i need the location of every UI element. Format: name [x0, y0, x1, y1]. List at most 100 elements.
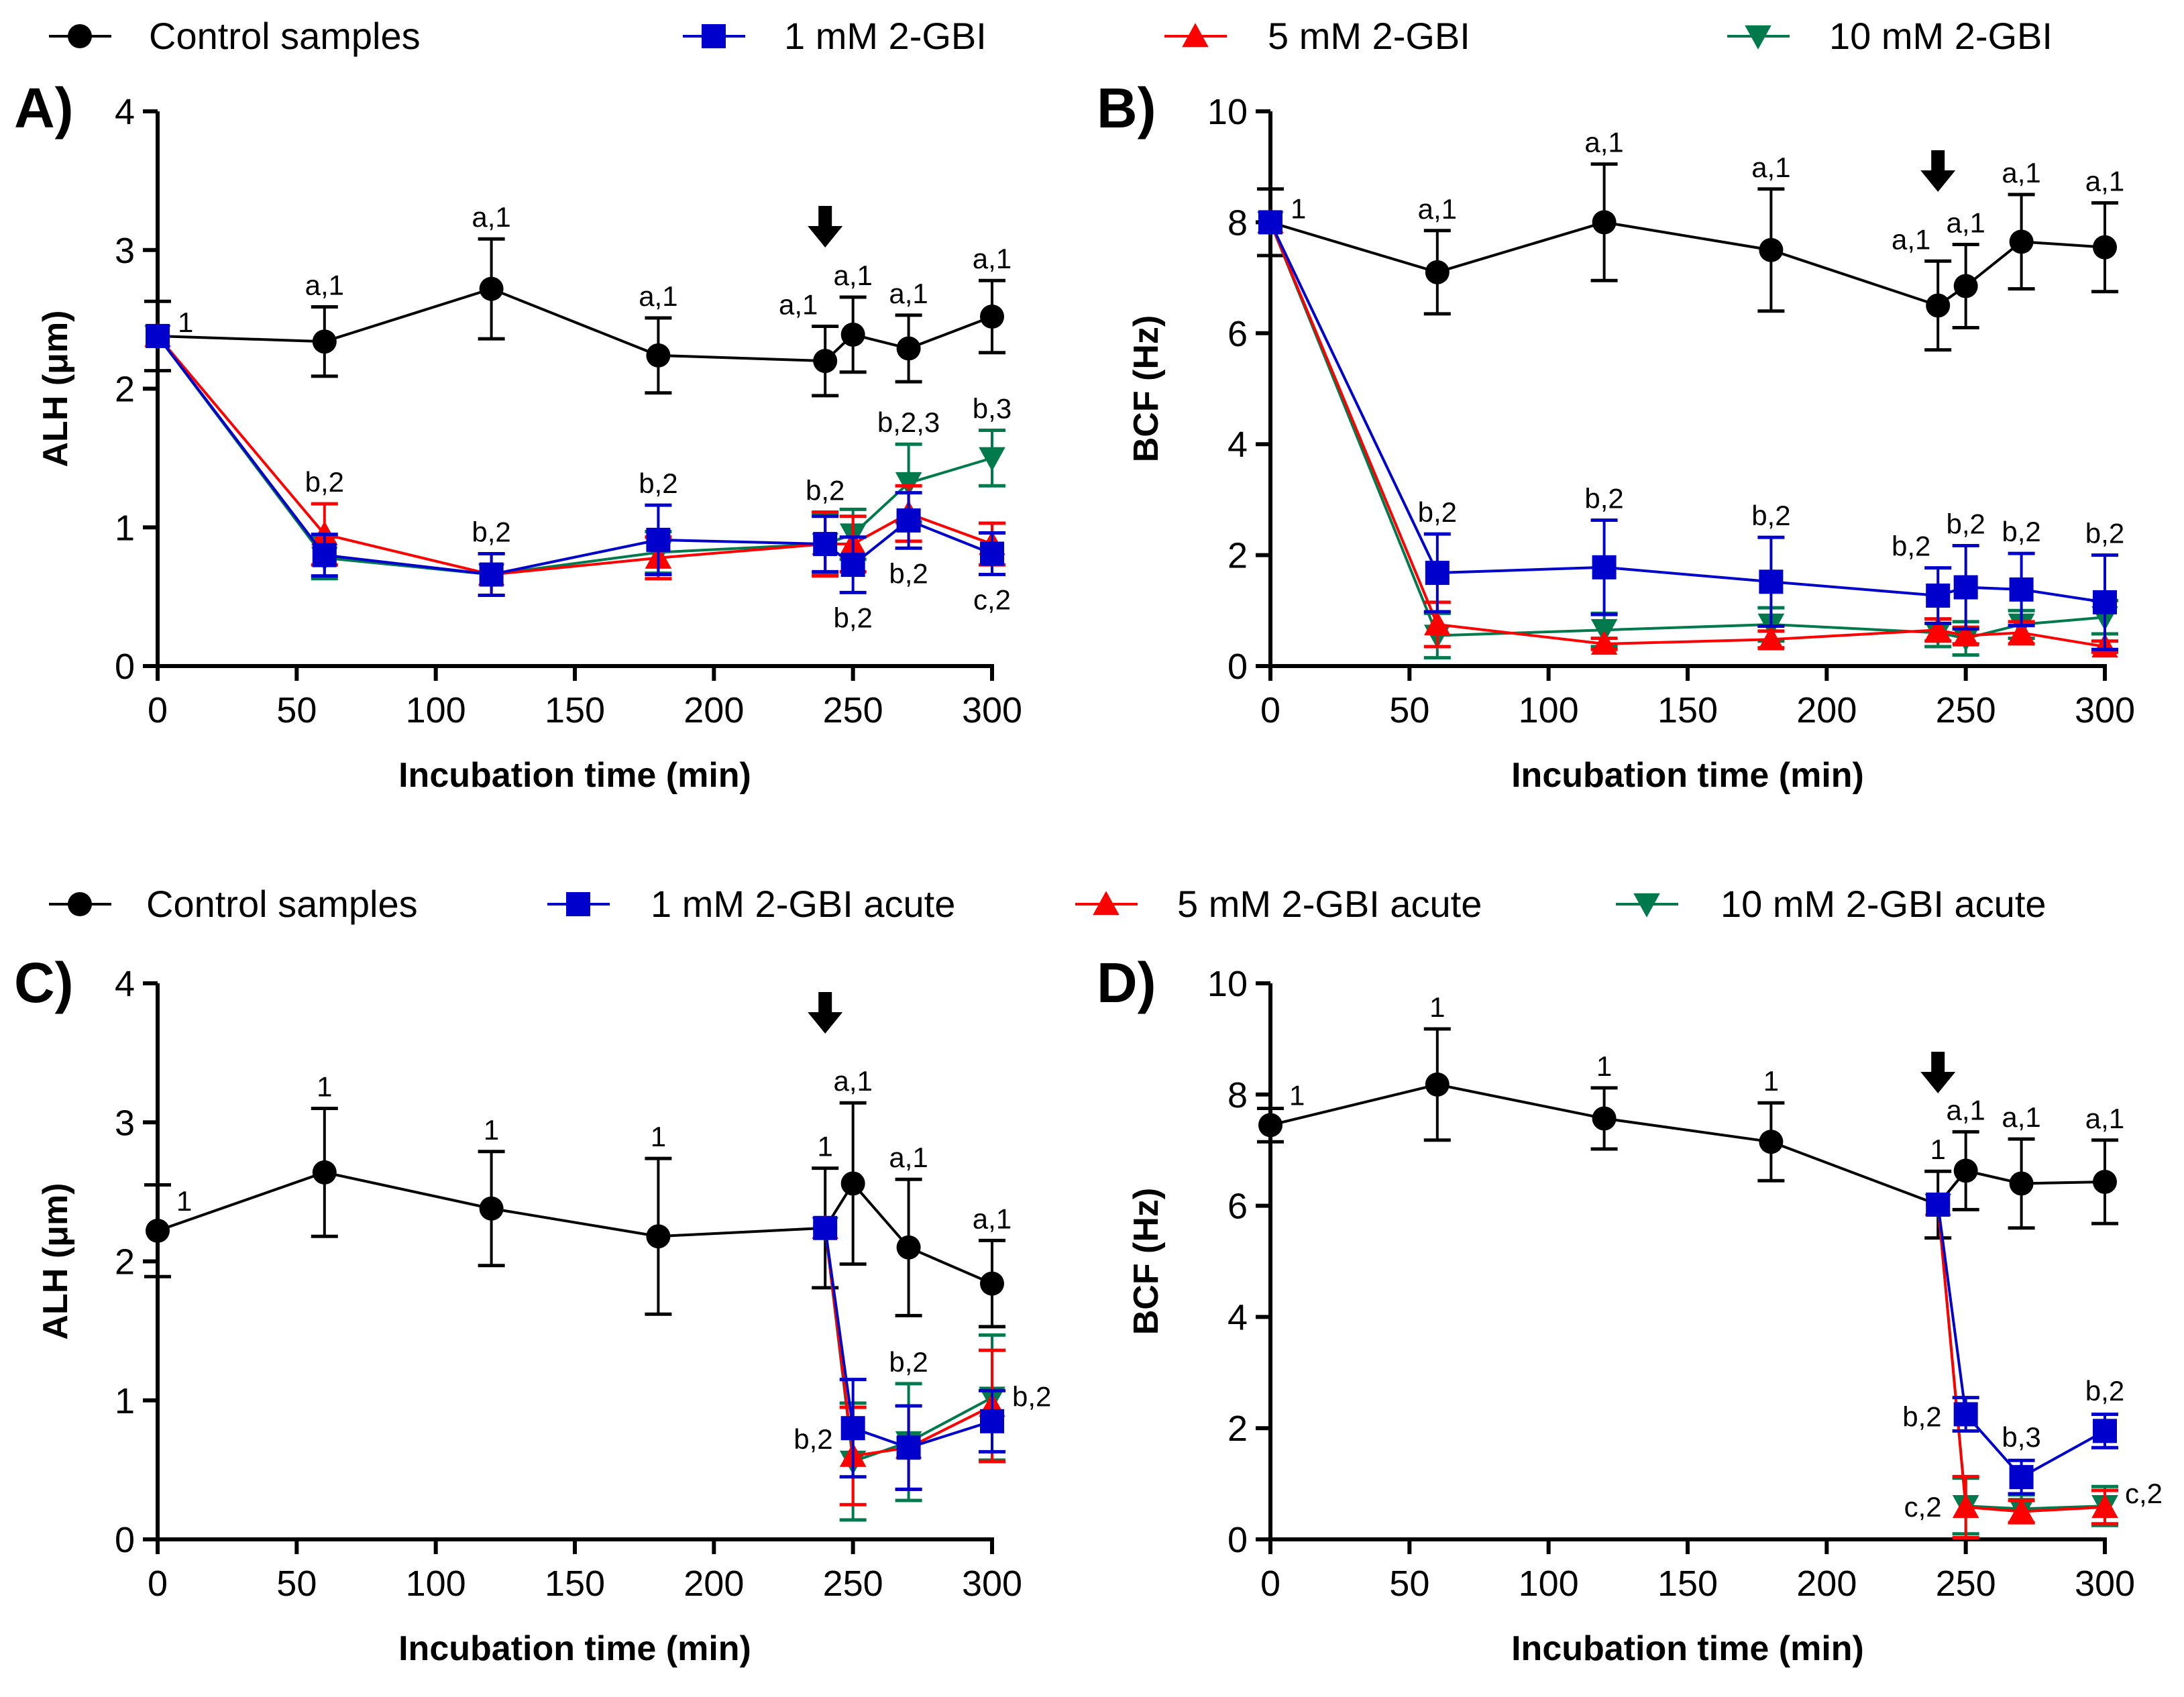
- x-tick-label: 0: [148, 1564, 168, 1604]
- y-tick-label: 1: [115, 508, 135, 548]
- series-line: [1936, 1204, 2106, 1513]
- y-tick-label: 2: [115, 1242, 135, 1282]
- data-point: [1424, 611, 1451, 636]
- significance-label: 1: [1930, 1134, 1946, 1165]
- significance-label: a,1: [833, 1065, 872, 1097]
- x-tick-label: 100: [1519, 690, 1579, 730]
- significance-label: 1: [484, 1114, 499, 1146]
- data-point: [1924, 616, 1951, 641]
- significance-label: b,2: [1751, 500, 1790, 531]
- significance-label: 1: [1429, 991, 1445, 1023]
- series-line: [1269, 221, 2106, 640]
- data-point: [312, 543, 337, 567]
- series-line: [1936, 1204, 2106, 1479]
- treatment-arrow-icon: [808, 206, 843, 248]
- data-point: [2093, 1419, 2117, 1443]
- data-point: [1425, 260, 1450, 284]
- data-point: [980, 1409, 1004, 1433]
- series-line: [156, 335, 993, 576]
- y-tick-label: 10: [1207, 92, 1248, 132]
- y-axis-title: ALH (μm): [36, 311, 75, 468]
- y-tick-label: 2: [1227, 1409, 1248, 1449]
- significance-label: 1: [1596, 1050, 1612, 1082]
- data-point: [1759, 1130, 1784, 1154]
- legend-marker-circle-icon: [68, 24, 92, 48]
- significance-label: 1: [1291, 193, 1306, 224]
- series-circle: [144, 237, 1005, 398]
- significance-label: a,1: [833, 260, 872, 291]
- legend-item: 5 mM 2-GBI: [1164, 15, 1470, 57]
- data-point: [979, 447, 1005, 472]
- x-tick-label: 300: [2075, 690, 2135, 730]
- data-point: [1759, 237, 1784, 262]
- significance-label: b,2: [305, 466, 344, 498]
- legend-label: 5 mM 2-GBI acute: [1177, 883, 1482, 925]
- series-line: [157, 287, 993, 363]
- data-point: [840, 553, 865, 578]
- significance-label: b,2: [1418, 496, 1457, 528]
- panel-label: C): [14, 951, 74, 1014]
- series-line: [1269, 221, 2106, 649]
- x-tick-label: 250: [823, 1564, 883, 1604]
- data-point: [1926, 583, 1951, 608]
- series-line: [157, 1170, 993, 1285]
- legend-label: 1 mM 2-GBI acute: [651, 883, 955, 925]
- legend-item: Control samples: [49, 15, 421, 57]
- significance-label: a,1: [2085, 165, 2124, 197]
- significance-label: b,2: [889, 1346, 928, 1378]
- data-point: [1592, 555, 1617, 580]
- series-circle: [1257, 1027, 2118, 1240]
- legend-item: 1 mM 2-GBI acute: [547, 883, 955, 925]
- treatment-arrow-icon: [1920, 150, 1956, 192]
- y-tick-label: 0: [1227, 1520, 1248, 1560]
- y-tick-label: 0: [115, 1520, 135, 1560]
- data-point: [896, 508, 921, 533]
- x-tick-label: 150: [545, 690, 605, 730]
- legend-item: 10 mM 2-GBI: [1727, 15, 2053, 57]
- series-square: [1258, 210, 2118, 651]
- legend-bottom: Control samples 1 mM 2-GBI acute 5 mM 2-GB…: [49, 883, 2046, 925]
- y-tick-label: 0: [1227, 647, 1248, 687]
- data-point: [2093, 235, 2117, 260]
- x-tick-label: 200: [684, 1564, 744, 1604]
- legend-label: Control samples: [149, 15, 421, 57]
- y-tick-label: 0: [115, 647, 135, 687]
- significance-label: b,2: [794, 1423, 832, 1455]
- significance-label: b,2,3: [877, 406, 940, 438]
- significance-label: a,1: [889, 278, 928, 309]
- x-axis-title: Incubation time (min): [1511, 1629, 1864, 1668]
- significance-label: a,1: [1418, 193, 1457, 225]
- significance-label: b,2: [472, 516, 510, 548]
- legend-label: 10 mM 2-GBI: [1829, 15, 2053, 57]
- series-tri-down: [144, 325, 1005, 598]
- significance-label: c,2: [973, 584, 1011, 616]
- data-point: [2009, 1171, 2034, 1196]
- significance-label: a,1: [779, 288, 818, 320]
- data-point: [646, 343, 671, 368]
- data-point: [1952, 622, 1979, 647]
- y-tick-label: 4: [1227, 425, 1248, 465]
- data-point: [2009, 229, 2034, 254]
- series-line: [1269, 221, 2106, 604]
- significance-label: 1: [178, 307, 193, 338]
- data-point: [1425, 1072, 1450, 1097]
- significance-label: a,1: [1946, 207, 1985, 238]
- significance-label: a,1: [1751, 152, 1790, 183]
- significance-label: c,2: [1904, 1491, 1942, 1523]
- legend-label: 5 mM 2-GBI: [1268, 15, 1470, 57]
- significance-label: b,2: [1012, 1380, 1051, 1412]
- data-point: [1759, 569, 1784, 594]
- x-tick-label: 300: [962, 690, 1022, 730]
- x-tick-label: 150: [545, 1564, 605, 1604]
- data-point: [646, 527, 671, 552]
- legend-marker-tri-down-icon: [1633, 893, 1660, 918]
- series-line: [824, 1227, 993, 1458]
- x-tick-label: 50: [276, 690, 317, 730]
- data-point: [1592, 210, 1617, 235]
- panel-label: A): [14, 76, 74, 140]
- significance-label: b,3: [973, 393, 1012, 425]
- series-tri-up: [1257, 209, 2118, 658]
- x-tick-label: 300: [2075, 1564, 2135, 1604]
- data-point: [1592, 1106, 1617, 1131]
